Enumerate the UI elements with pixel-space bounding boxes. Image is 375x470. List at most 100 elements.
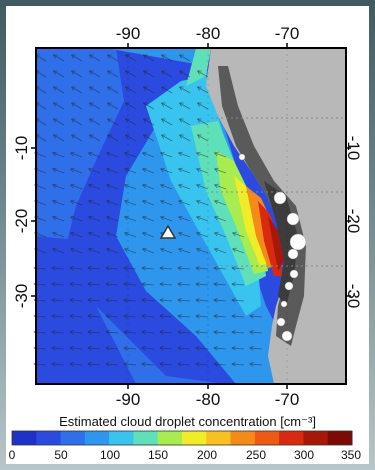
wind-arrow-head [159, 297, 164, 303]
band-200 [146, 76, 261, 316]
wind-arrow [214, 248, 227, 254]
wind-arrow [161, 54, 173, 62]
wind-arrow [178, 363, 191, 366]
wind-arrow [178, 331, 191, 334]
wind-arrow-head [105, 183, 111, 189]
wind-arrow [124, 200, 137, 206]
wind-arrow [88, 331, 101, 334]
wind-arrow-head [195, 215, 201, 221]
wind-arrow-head [69, 329, 74, 335]
wind-arrow [214, 216, 227, 222]
wind-arrow-head [177, 167, 183, 173]
wind-arrow-head [160, 70, 166, 75]
wind-arrow-head [52, 118, 58, 123]
wind-arrow-head [249, 329, 254, 335]
wind-arrow-head [105, 281, 110, 287]
wind-arrow-head [141, 215, 147, 221]
wind-arrow-head [106, 134, 112, 139]
wind-arrow [106, 267, 119, 270]
wind-arrow [214, 152, 227, 158]
bottom-lon-label-1: -90 [115, 390, 141, 409]
wind-arrow [52, 267, 65, 270]
wind-arrow [160, 347, 173, 350]
wind-arrow [107, 102, 119, 110]
wind-arrow-head [213, 199, 219, 205]
wind-arrow [89, 54, 101, 62]
wind-arrow [178, 152, 191, 158]
wind-arrow [70, 200, 83, 206]
wind-arrow-head [123, 247, 129, 253]
wind-arrow-head [69, 247, 75, 253]
triangle-marker [159, 224, 177, 239]
wind-arrow-head [70, 118, 76, 123]
wind-arrow [196, 152, 209, 158]
wind-arrow [124, 152, 137, 158]
wind-arrow [232, 331, 245, 334]
wind-arrow [35, 102, 47, 110]
wind-arrow-head [88, 86, 94, 91]
wind-arrow-head [51, 247, 57, 253]
wind-arrow-head [124, 70, 130, 75]
wind-arrow [232, 363, 245, 366]
wind-arrow [143, 86, 155, 94]
wind-arrow-head [231, 231, 237, 237]
wind-arrow-head [70, 70, 76, 75]
wind-arrow-head [195, 183, 201, 189]
wind-arrow [142, 283, 155, 286]
colorbar-bin-4 [109, 431, 134, 445]
wind-arrow [52, 152, 65, 158]
wind-arrow-head [160, 134, 166, 139]
wind-arrow [124, 331, 137, 334]
wind-arrow-head [87, 231, 93, 237]
wind-arrow [71, 54, 83, 62]
wind-arrow [88, 168, 101, 174]
wind-arrow [106, 168, 119, 174]
wind-arrow-head [88, 54, 94, 59]
wind-arrow [143, 134, 155, 142]
wind-arrow-head [195, 361, 200, 367]
wind-arrow [88, 152, 101, 158]
wind-arrow-head [106, 118, 112, 123]
wind-arrow [88, 363, 101, 366]
colorbar-tick-350: 350 [340, 448, 362, 462]
wind-arrow [232, 299, 245, 302]
wind-arrow-head [141, 167, 147, 173]
wind-arrow-head [160, 86, 166, 91]
wind-arrow [197, 86, 209, 94]
wind-arrow [178, 216, 191, 222]
wind-arrow-head [70, 86, 76, 91]
wind-arrow [142, 152, 155, 158]
wind-arrow-head [141, 151, 147, 157]
wind-arrow [160, 331, 173, 334]
top-lon-label-1: -90 [115, 24, 141, 43]
band-northwest [36, 48, 76, 116]
wind-arrow [107, 70, 119, 78]
wind-arrow-head [213, 361, 218, 367]
wind-arrow-head [159, 265, 164, 271]
wind-arrow [160, 152, 173, 158]
wind-arrow [232, 315, 245, 318]
wind-arrow [161, 134, 173, 142]
wind-arrow-head [213, 313, 218, 319]
wind-arrow [70, 347, 83, 350]
wind-arrow [52, 168, 65, 174]
wind-arrow-head [106, 70, 112, 75]
wind-arrow [106, 299, 119, 302]
wind-arrow [88, 248, 101, 254]
wind-arrow [160, 248, 173, 254]
wind-arrow-head [51, 329, 56, 335]
wind-arrow-head [87, 329, 92, 335]
top-lon-label-2: -80 [195, 24, 221, 43]
colorbar-bin-0 [12, 431, 37, 445]
wind-arrow [161, 118, 173, 126]
wind-arrow-head [178, 118, 184, 123]
wind-arrow-head [105, 345, 110, 351]
wind-arrow-head [213, 297, 218, 303]
wind-arrow [125, 134, 137, 142]
wind-arrow-head [177, 247, 183, 253]
wind-arrow [89, 86, 101, 94]
wind-arrow-head [87, 313, 92, 319]
wind-arrow [53, 70, 65, 78]
wind-arrow-head [196, 102, 202, 107]
wind-arrow-head [105, 297, 110, 303]
